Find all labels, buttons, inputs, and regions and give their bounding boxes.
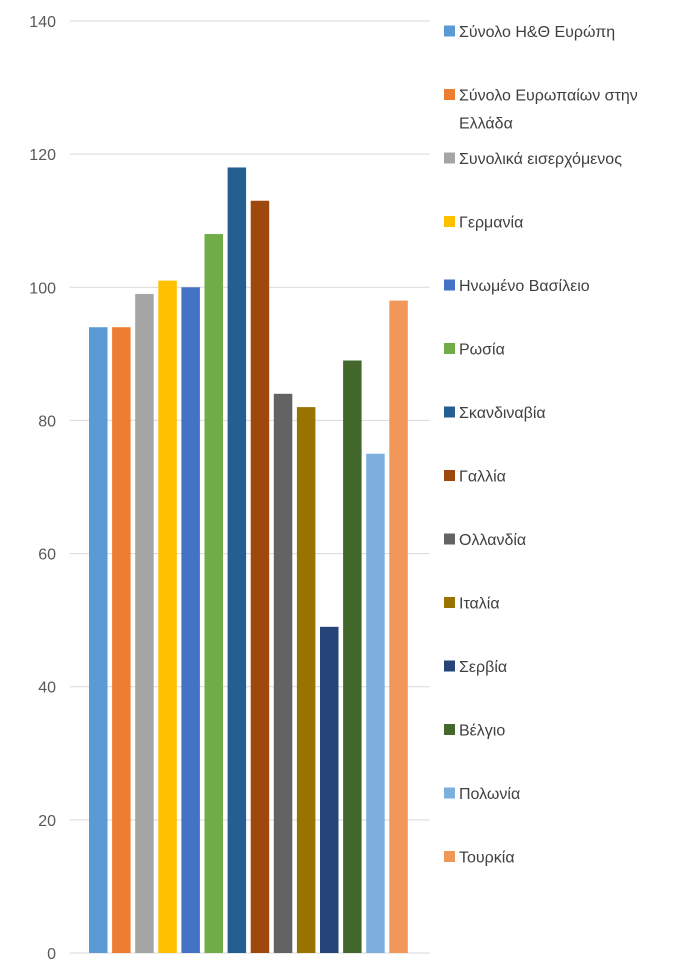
legend-label: Ρωσία (459, 342, 505, 359)
legend-label: Ιταλία (459, 596, 500, 613)
legend-label: Σερβία (459, 659, 507, 676)
legend: Σύνολο Η&Θ Ευρώπη Σύνολο Ευρωπαίων στην Ελ… (444, 24, 638, 867)
y-axis-ticks: 0 20 40 60 80 100 120 140 (29, 14, 56, 963)
legend-item: Γαλλία (444, 469, 506, 486)
legend-label: Βέλγιο (459, 723, 505, 740)
bar (366, 453, 385, 953)
legend-label: Ηνωμένο Βασίλειο (459, 278, 590, 295)
bar (181, 287, 200, 953)
legend-swatch (444, 343, 455, 354)
legend-swatch (444, 724, 455, 735)
legend-item: Ηνωμένο Βασίλειο (444, 278, 590, 295)
legend-swatch (444, 279, 455, 291)
bar (320, 626, 339, 953)
legend-label: Σκανδιναβία (459, 405, 546, 422)
bar (250, 200, 270, 953)
bar (343, 360, 362, 953)
legend-swatch (444, 216, 455, 227)
legend-label: Συνολικά εισερχόμενος (459, 151, 622, 168)
bar (227, 167, 247, 953)
y-tick-label: 140 (29, 14, 56, 31)
legend-label: Σύνολο Ευρωπαίων στην (459, 88, 638, 105)
y-tick-label: 0 (47, 946, 56, 961)
bars (89, 167, 408, 954)
legend-item: Σύνολο Η&Θ Ευρώπη (444, 24, 615, 41)
legend-item: Ολλανδία (444, 532, 526, 549)
legend-label: Τουρκία (459, 850, 515, 867)
y-tick-label: 100 (29, 280, 56, 297)
legend-label: Σύνολο Η&Θ Ευρώπη (459, 24, 615, 41)
legend-item: Σκανδιναβία (444, 405, 546, 422)
legend-item: Ιταλία (444, 596, 500, 613)
legend-swatch (444, 406, 455, 418)
bar (135, 293, 154, 953)
bar (296, 407, 316, 954)
legend-swatch (444, 470, 455, 481)
y-tick-label: 60 (38, 547, 56, 564)
bar (273, 393, 293, 953)
bar (112, 327, 131, 953)
legend-label: Ολλανδία (459, 532, 526, 549)
legend-label: Πολωνία (459, 786, 520, 803)
legend-swatch (444, 89, 455, 100)
legend-item: Σερβία (444, 659, 507, 676)
legend-item: Γερμανία (444, 215, 523, 232)
legend-label: Γερμανία (459, 215, 523, 232)
bar (158, 280, 177, 954)
y-tick-label: 120 (29, 147, 56, 164)
legend-item: Πολωνία (444, 786, 520, 803)
legend-item: Βέλγιο (444, 723, 505, 740)
legend-swatch (444, 660, 455, 672)
legend-swatch (444, 597, 455, 608)
legend-swatch (444, 152, 455, 164)
legend-item: Ρωσία (444, 342, 505, 359)
legend-item: Τουρκία (444, 850, 515, 867)
bar (204, 234, 223, 953)
legend-label: Ελλάδα (459, 116, 513, 133)
legend-label: Γαλλία (459, 469, 506, 486)
y-tick-label: 40 (38, 680, 56, 697)
legend-item: Συνολικά εισερχόμενος (444, 151, 622, 168)
bar (89, 327, 108, 953)
legend-item: Σύνολο Ευρωπαίων στην Ελλάδα (444, 88, 638, 133)
bar (389, 300, 408, 954)
y-tick-label: 20 (38, 813, 56, 830)
legend-swatch (444, 851, 455, 862)
y-tick-label: 80 (38, 413, 56, 430)
legend-swatch (444, 533, 455, 545)
legend-swatch (444, 787, 455, 799)
legend-swatch (444, 25, 455, 37)
